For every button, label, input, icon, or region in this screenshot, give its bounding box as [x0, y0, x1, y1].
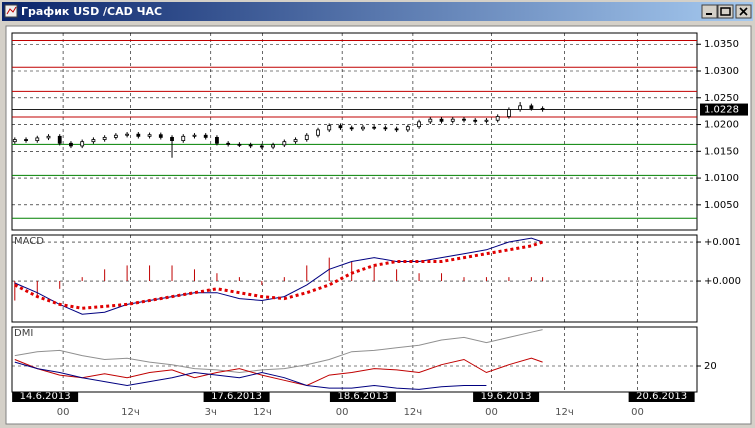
candle-body — [540, 108, 545, 110]
candle-body — [316, 129, 320, 136]
date-label-box — [473, 390, 540, 402]
candle-body — [529, 105, 534, 109]
date-label-box — [12, 390, 79, 402]
candle-body — [113, 134, 118, 138]
date-label-box — [628, 390, 695, 402]
candle-body — [102, 136, 107, 140]
x-tick-label: 00 — [57, 407, 70, 418]
candle-body — [293, 139, 298, 143]
date-label: 14.6.2013 — [20, 391, 71, 402]
candle-body — [450, 118, 455, 122]
x-tick-label: 12ч — [555, 407, 574, 418]
x-tick-label: 00 — [485, 407, 498, 418]
last-price-label: 1.0228 — [704, 105, 739, 116]
y-tick-label: 1.0350 — [704, 39, 739, 50]
indicator-title: MACD — [14, 236, 44, 247]
candle-body — [417, 121, 421, 128]
panel — [11, 326, 698, 393]
y-tick-label: +0.001 — [704, 237, 741, 248]
candle-body — [484, 119, 489, 122]
candle-body — [495, 116, 500, 121]
maximize-glyph — [720, 7, 731, 16]
last-price-box — [700, 103, 748, 116]
candle-body — [91, 139, 96, 143]
candle-body — [136, 133, 141, 137]
candle-body — [271, 144, 275, 148]
candle-body — [203, 134, 208, 138]
date-label: 19.6.2013 — [481, 391, 532, 402]
candle-body — [372, 126, 377, 129]
candle-body — [439, 118, 444, 122]
candle-body — [349, 127, 354, 130]
window-title: График USD /CAD ЧАС — [21, 5, 162, 18]
candle-body — [259, 145, 264, 148]
indicator-line — [14, 237, 543, 315]
y-tick-label: 1.0150 — [704, 146, 739, 157]
candle-body — [192, 134, 197, 137]
date-label: 20.6.2013 — [636, 391, 687, 402]
y-tick-label: 1.0250 — [704, 93, 739, 104]
candle-body — [181, 135, 186, 142]
x-tick-label: 00 — [336, 407, 349, 418]
y-tick-label: +0.000 — [704, 276, 741, 287]
indicator-title: DMI — [14, 328, 33, 339]
candle-body — [338, 125, 343, 129]
candle-body — [226, 142, 231, 145]
title-bar — [2, 2, 753, 21]
close-glyph — [739, 7, 748, 16]
candle-body — [282, 141, 287, 146]
candle-body — [428, 118, 433, 123]
candle-body — [35, 137, 40, 142]
candle-body — [405, 126, 410, 131]
date-label: 18.6.2013 — [337, 391, 388, 402]
y-tick-label: 1.0200 — [704, 120, 739, 131]
y-tick-label: 20 — [704, 361, 717, 372]
candle-body — [327, 125, 332, 131]
x-tick-label: 3ч — [205, 407, 217, 418]
x-tick-label: 12ч — [121, 407, 140, 418]
candle-body — [394, 128, 399, 131]
candle-body — [147, 134, 152, 137]
candle-body — [237, 143, 242, 146]
candle-body — [304, 134, 309, 140]
candle-body — [69, 142, 73, 147]
candle-body — [518, 105, 523, 110]
window-icon — [4, 4, 18, 18]
candle-body — [361, 126, 365, 130]
indicator-line — [14, 361, 487, 390]
candle-body — [158, 134, 163, 138]
indicator-line — [14, 357, 543, 387]
date-label: 17.6.2013 — [211, 391, 262, 402]
y-tick-label: 1.0300 — [704, 66, 739, 77]
window-icon-glyph — [6, 6, 17, 15]
candle-body — [80, 141, 85, 147]
candle-body — [170, 136, 174, 142]
x-tick-label: 12ч — [404, 407, 423, 418]
x-tick-label: 12ч — [253, 407, 272, 418]
date-label-box — [203, 390, 270, 402]
candle-body — [383, 127, 388, 130]
candle-body — [46, 135, 51, 139]
x-tick-label: 00 — [631, 407, 644, 418]
panel — [11, 234, 698, 323]
indicator-line — [14, 329, 543, 374]
y-tick-label: 1.0100 — [704, 173, 739, 184]
candle-body — [215, 136, 219, 144]
candle-body — [57, 135, 62, 144]
panel — [11, 32, 698, 231]
candle-body — [12, 139, 17, 143]
candle-body — [462, 118, 466, 121]
y-tick-label: 1.0050 — [704, 200, 739, 211]
window-buttons — [701, 4, 752, 19]
candle-body — [125, 133, 130, 136]
candle-body — [473, 119, 478, 122]
signal-line — [14, 240, 544, 310]
candle-body — [507, 109, 511, 117]
date-label-box — [329, 390, 396, 402]
minimize-button[interactable] — [701, 4, 718, 19]
candle-body — [248, 144, 253, 147]
candle-body — [24, 139, 28, 142]
